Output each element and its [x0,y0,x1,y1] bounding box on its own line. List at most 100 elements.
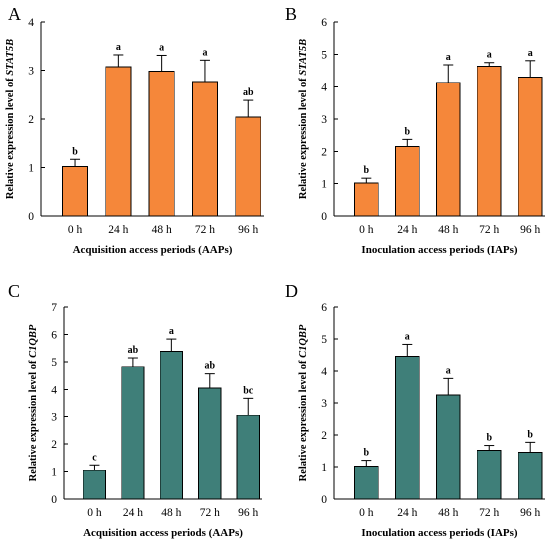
bar [517,452,543,500]
y-tick-label: 2 [51,439,57,451]
bar [121,366,145,500]
y-axis-label-gene: C1QBP [298,324,309,358]
y-tick-label: 2 [321,146,327,158]
significance-label: b [527,429,533,440]
y-tick-label: 0 [321,494,327,506]
bar [354,465,379,500]
panel-a: A 0 1 2 3 4 b 0 h a 24 h a 48 h a 72 h ab 96 h Acquisiti… [5,4,264,256]
significance-label: a [169,326,174,337]
x-tick-label: 24 h [108,224,128,236]
x-tick-label: 48 h [161,507,181,519]
y-axis-label-prefix: Relative expression level of [298,76,309,199]
x-tick-label: 0 h [359,224,374,236]
bar [395,356,420,500]
y-axis-label-gene: STAT5B [5,39,16,76]
bar [435,394,461,500]
x-tick-label: 72 h [479,507,499,519]
y-axis-label: Relative expression level of C1QBP [298,324,309,481]
bar [517,77,543,217]
x-tick-label: 0 h [359,507,374,519]
y-tick-label: 0 [51,494,57,506]
bar [198,387,222,500]
x-tick-label: 24 h [123,507,143,519]
y-tick-label: 1 [28,163,34,175]
significance-label: a [446,52,451,63]
significance-label: a [528,48,533,59]
panel-letter: B [285,4,297,24]
bar [476,449,502,500]
y-tick-label: 5 [321,334,327,346]
significance-label: a [116,42,121,53]
significance-label: a [487,50,492,61]
significance-label: bc [243,385,254,396]
y-tick-label: 6 [321,17,327,29]
y-tick-label: 5 [51,357,57,369]
x-tick-label: 72 h [200,507,220,519]
x-tick-label: 96 h [238,224,258,236]
y-tick-label: 3 [321,398,327,410]
significance-label: a [405,331,410,342]
x-tick-label: 48 h [152,224,172,236]
y-tick-label: 4 [321,82,327,94]
x-axis-label: Inoculation access periods (IAPs) [361,527,517,539]
significance-label: b [72,146,78,157]
y-tick-label: 4 [321,366,327,378]
bar [82,469,107,500]
bar [105,66,132,217]
y-tick-label: 6 [321,302,327,314]
y-axis-label: Relative expression level of C1QBP [28,324,39,481]
x-tick-label: 24 h [397,224,417,236]
x-tick-label: 0 h [87,507,102,519]
significance-label: b [486,433,492,444]
y-tick-label: 7 [51,302,57,314]
y-tick-label: 3 [51,412,57,424]
panel-letter: C [8,281,20,301]
bar [148,71,175,217]
bar [354,182,379,217]
bar [62,166,88,217]
x-tick-label: 48 h [438,224,458,236]
y-tick-label: 4 [28,17,34,29]
y-axis-label-gene: STAT5B [298,39,309,76]
y-axis-label-gene: C1QBP [28,324,39,358]
significance-label: a [202,47,207,58]
x-tick-label: 24 h [397,507,417,519]
significance-label: b [405,126,411,137]
significance-label: b [364,165,370,176]
y-tick-label: 0 [321,211,327,223]
y-axis-label-prefix: Relative expression level of [298,358,309,481]
panel-c: C 0 1 2 3 4 5 6 7 c 0 h ab 24 h a 48 h ab 72 h bc 96 h Acqu… [8,281,262,539]
y-axis-label: Relative expression level of STAT5B [5,39,16,199]
significance-label: a [159,42,164,53]
y-tick-label: 4 [51,384,57,396]
y-tick-label: 3 [321,114,327,126]
x-axis-label: Acquisition access periods (AAPs) [83,527,243,539]
y-tick-label: 2 [28,114,34,126]
y-tick-label: 6 [51,329,57,341]
y-tick-label: 3 [28,66,34,78]
bar [235,116,262,217]
x-tick-label: 72 h [479,224,499,236]
bar [236,414,260,500]
significance-label: c [92,452,97,463]
y-axis-label-prefix: Relative expression level of [5,76,16,199]
significance-label: ab [243,87,254,98]
significance-label: ab [128,345,139,356]
bar [191,81,218,217]
panel-d: D 0 1 2 3 4 5 6 b 0 h a 24 h a 48 h b 72 h b 96 hInoculat… [285,281,545,539]
significance-label: b [364,448,370,459]
bar [159,351,183,500]
bar [435,82,461,217]
y-tick-label: 0 [28,211,34,223]
panel-b: B 0 1 2 3 4 5 6 b 0 h b 24 h a 48 h a 72 h a 96 hInoculat… [285,4,545,256]
panel-letter: A [8,4,21,24]
y-axis-label-prefix: Relative expression level of [28,358,39,481]
x-tick-label: 0 h [68,224,83,236]
x-tick-label: 72 h [195,224,215,236]
y-tick-label: 1 [51,467,57,479]
x-tick-label: 96 h [520,507,540,519]
significance-label: a [446,365,451,376]
y-axis-label: Relative expression level of STAT5B [298,39,309,199]
